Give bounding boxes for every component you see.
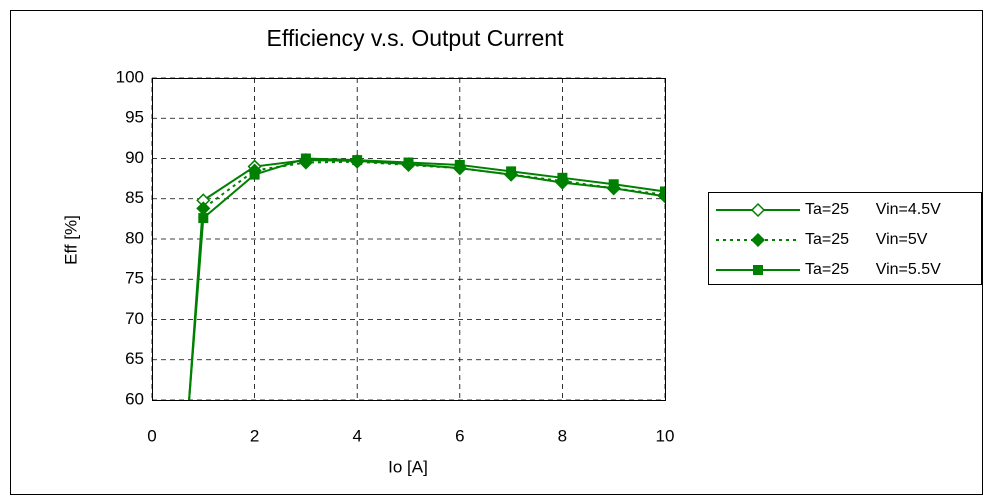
marker bbox=[403, 157, 414, 168]
marker bbox=[182, 410, 194, 422]
y-tick-label: 95 bbox=[125, 108, 144, 127]
marker bbox=[183, 411, 193, 421]
legend-marker bbox=[750, 202, 766, 218]
x-tick-label: 4 bbox=[352, 426, 361, 445]
x-tick-label: 6 bbox=[455, 426, 464, 445]
series-line bbox=[188, 160, 665, 400]
y-tick-label: 85 bbox=[125, 188, 144, 207]
x-tick-label: 0 bbox=[147, 426, 156, 445]
marker bbox=[454, 159, 465, 170]
x-axis-label: Io [A] bbox=[388, 457, 428, 476]
legend-marker bbox=[753, 265, 763, 275]
series-line bbox=[188, 157, 665, 400]
x-tick-label: 2 bbox=[250, 426, 259, 445]
y-tick-label: 100 bbox=[116, 67, 144, 86]
legend-label: Ta=25 Vin=5V bbox=[805, 231, 928, 248]
marker bbox=[196, 201, 211, 216]
y-tick-label: 90 bbox=[125, 148, 144, 167]
legend-label: Ta=25 Vin=4.5V bbox=[805, 201, 941, 218]
marker bbox=[352, 155, 363, 166]
marker bbox=[506, 166, 517, 177]
y-tick-label: 70 bbox=[125, 309, 144, 328]
y-tick-label: 75 bbox=[125, 269, 144, 288]
plot-border bbox=[152, 78, 666, 401]
chart-title: Efficiency v.s. Output Current bbox=[267, 25, 565, 51]
marker bbox=[608, 179, 619, 190]
x-tick-label: 8 bbox=[558, 426, 567, 445]
y-tick-label: 65 bbox=[125, 349, 144, 368]
marker bbox=[660, 186, 665, 197]
plot-area bbox=[182, 153, 665, 422]
marker bbox=[182, 410, 194, 422]
y-tick-label: 80 bbox=[125, 228, 144, 247]
y-tick-label: 60 bbox=[125, 389, 144, 408]
marker bbox=[300, 153, 311, 164]
legend-label: Ta=25 Vin=5.5V bbox=[805, 261, 941, 278]
y-axis-label: Eff [%] bbox=[61, 215, 80, 265]
marker bbox=[198, 213, 209, 224]
legend-marker bbox=[750, 232, 766, 248]
x-tick-label: 10 bbox=[656, 426, 675, 445]
marker bbox=[557, 172, 568, 183]
marker bbox=[249, 169, 260, 180]
